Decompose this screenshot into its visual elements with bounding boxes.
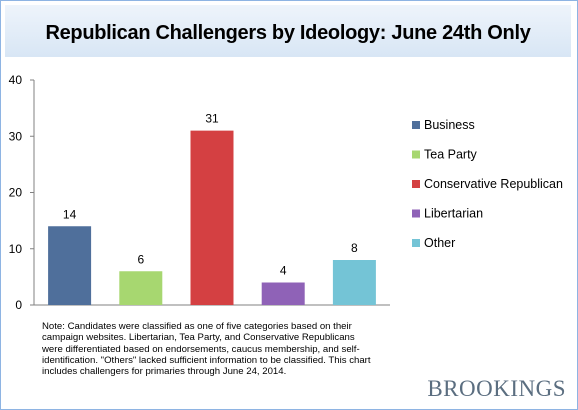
data-label: 8 bbox=[351, 241, 358, 255]
legend-swatch bbox=[412, 180, 420, 188]
brookings-logo: BROOKINGS bbox=[427, 376, 566, 401]
legend-label: Business bbox=[424, 118, 475, 132]
bar bbox=[332, 260, 376, 305]
data-label: 4 bbox=[280, 264, 287, 278]
bar bbox=[119, 271, 163, 305]
y-tick-label: 10 bbox=[9, 242, 23, 256]
legend-swatch bbox=[412, 150, 420, 159]
legend-swatch bbox=[412, 121, 420, 129]
legend-label: Other bbox=[424, 236, 455, 250]
legend-swatch bbox=[412, 209, 420, 218]
data-label: 14 bbox=[63, 207, 77, 221]
bar bbox=[190, 130, 234, 305]
bars: 14 6 31 4 8 bbox=[48, 112, 376, 305]
y-tick-label: 0 bbox=[15, 298, 22, 312]
y-tick-label: 20 bbox=[9, 186, 23, 200]
bar bbox=[48, 226, 92, 305]
y-axis: 0 10 20 30 40 bbox=[9, 73, 390, 312]
bar bbox=[261, 282, 305, 305]
chart-note: Note: Candidates were classified as one … bbox=[42, 321, 371, 378]
legend-label: Conservative Republican bbox=[424, 177, 563, 191]
y-tick-label: 30 bbox=[9, 129, 23, 143]
legend-swatch bbox=[412, 239, 420, 247]
y-tick-label: 40 bbox=[9, 73, 23, 87]
legend: Business Tea Party Conservative Republican… bbox=[412, 118, 563, 250]
data-label: 6 bbox=[137, 252, 144, 266]
legend-label: Libertarian bbox=[424, 207, 483, 221]
title-bar: Republican Challengers by Ideology: June… bbox=[5, 5, 571, 57]
data-label: 31 bbox=[205, 112, 219, 126]
legend-label: Tea Party bbox=[424, 148, 478, 162]
chart-title: Republican Challengers by Ideology: June… bbox=[45, 22, 531, 44]
